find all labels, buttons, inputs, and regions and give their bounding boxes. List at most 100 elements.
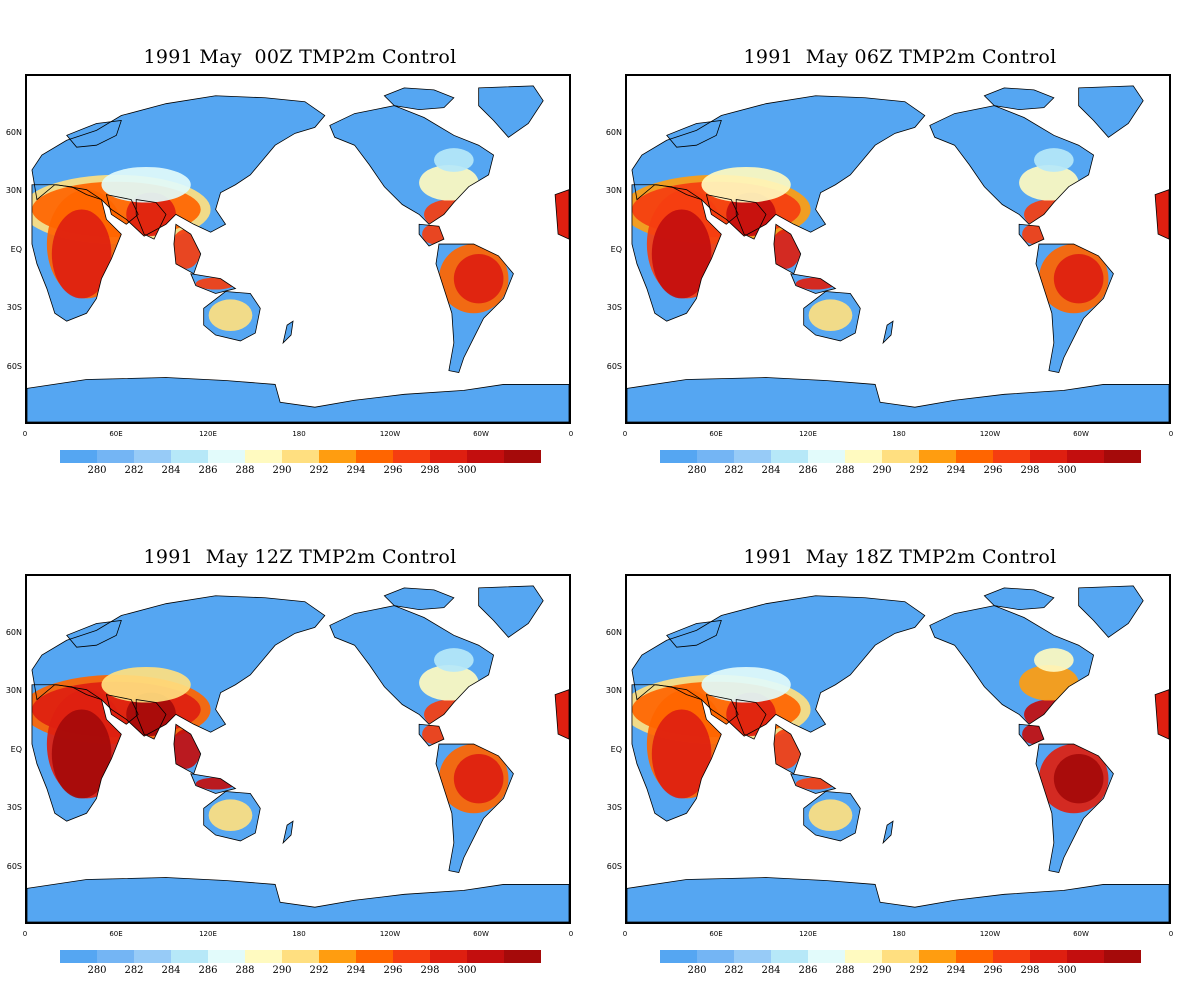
colorbar-swatch	[660, 950, 697, 963]
colorbar-swatch	[845, 450, 882, 463]
colorbar-level-label: 292	[309, 465, 329, 476]
colorbar-level-label: 280	[87, 965, 107, 976]
colorbar-swatch	[1067, 450, 1104, 463]
panel-title: 1991 May 18Z TMP2m Control	[743, 546, 1057, 568]
lon-tick-label: 60E	[709, 430, 723, 438]
temperature-map	[27, 85, 569, 422]
temperature-blob	[1024, 699, 1074, 730]
colorbar-level-label: 288	[235, 965, 255, 976]
colorbar-level-label: 296	[983, 465, 1003, 476]
land-arctic	[984, 87, 1054, 110]
colorbar-level-label: 290	[272, 965, 292, 976]
colorbar-level-label: 286	[198, 465, 218, 476]
colorbar-swatch	[393, 450, 430, 463]
temperature-blob	[453, 753, 504, 804]
lon-tick-label: 120E	[799, 930, 817, 938]
colorbar-level-label: 292	[909, 965, 929, 976]
colorbar-swatch	[97, 950, 134, 963]
map-frame	[25, 574, 571, 924]
colorbar-swatch	[993, 450, 1030, 463]
temperature-blob	[651, 709, 712, 799]
lat-tick-label: EQ	[610, 745, 622, 754]
lon-tick-label: 180	[892, 930, 906, 938]
colorbar-level-label: 300	[1057, 465, 1077, 476]
colorbar-swatch	[504, 950, 541, 963]
temperature-blob	[433, 648, 474, 672]
colorbar-swatch	[430, 450, 467, 463]
land-africa-wrap	[554, 189, 569, 240]
colorbar-swatch	[993, 950, 1030, 963]
lon-tick-label: 0	[622, 430, 628, 438]
temperature-blob	[1024, 199, 1074, 230]
colorbar-level-label: 290	[272, 465, 292, 476]
temperature-blob	[701, 666, 791, 703]
colorbar-level-label: 294	[346, 465, 366, 476]
map-frame	[625, 574, 1171, 924]
temperature-blob	[208, 299, 253, 332]
land-greenland	[478, 585, 544, 638]
colorbar-swatch	[60, 950, 97, 963]
land-greenland	[1078, 585, 1144, 638]
land-arctic	[384, 87, 454, 110]
temperature-blob	[424, 699, 474, 730]
colorbar-swatch	[245, 450, 282, 463]
colorbar-swatch	[319, 950, 356, 963]
colorbar-level-label: 282	[124, 965, 144, 976]
lon-tick-label: 180	[292, 430, 306, 438]
land-arctic	[384, 587, 454, 610]
lat-tick-label: 60S	[6, 862, 22, 871]
warm-anomalies	[631, 648, 1109, 832]
colorbar-level-label: 280	[687, 965, 707, 976]
colorbar-swatch	[430, 950, 467, 963]
colorbar-swatch	[1030, 450, 1067, 463]
lon-tick-label: 60E	[109, 930, 123, 938]
map-panel-06z: 1991 May 06Z TMP2m Control 60N 30N EQ 30S 60S…	[600, 0, 1200, 500]
colorbar-swatch	[1067, 950, 1104, 963]
colorbar	[660, 950, 1141, 963]
colorbar-level-label: 298	[1020, 965, 1040, 976]
colorbar-level-label: 286	[798, 965, 818, 976]
temperature-blob	[453, 253, 504, 304]
colorbar-swatch	[734, 950, 771, 963]
panel-title: 1991 May 00Z TMP2m Control	[143, 46, 457, 68]
lon-tick-label: 120W	[979, 430, 1001, 438]
temperature-blob	[651, 209, 712, 299]
temperature-blob	[424, 199, 474, 230]
map-panel-00z: 1991 May 00Z TMP2m Control 60N 30N EQ 30S 60S…	[0, 0, 600, 500]
lon-tick-label: 120E	[199, 430, 217, 438]
colorbar-swatch	[356, 450, 393, 463]
land-europeN	[66, 120, 122, 148]
colorbar-swatch	[319, 450, 356, 463]
lon-tick-label: 120E	[199, 930, 217, 938]
lat-tick-label: 30N	[5, 686, 22, 695]
colorbar-swatch	[771, 450, 808, 463]
lat-tick-label: 30S	[6, 803, 22, 812]
lon-tick-label: 120W	[379, 930, 401, 938]
colorbar-swatch	[919, 450, 956, 463]
colorbar-swatch	[171, 450, 208, 463]
colorbar-swatch	[467, 950, 504, 963]
colorbar-level-label: 298	[1020, 465, 1040, 476]
lat-tick-label: 60N	[5, 628, 22, 637]
temperature-blob	[701, 166, 791, 203]
colorbar-swatch	[734, 450, 771, 463]
temperature-blob	[1033, 148, 1074, 172]
lon-tick-label: 120W	[979, 930, 1001, 938]
temperature-blob	[51, 209, 112, 299]
colorbar-level-label: 284	[761, 965, 781, 976]
lon-tick-label: 0	[568, 930, 574, 938]
map-panel-18z: 1991 May 18Z TMP2m Control 60N 30N EQ 30S 60S…	[600, 500, 1200, 1000]
coastlines	[627, 585, 1169, 922]
colorbar-swatch	[282, 950, 319, 963]
coastlines	[627, 85, 1169, 422]
lat-tick-label: 30N	[605, 186, 622, 195]
land-antarctica	[627, 877, 1169, 922]
lon-tick-label: 0	[22, 430, 28, 438]
colorbar-level-label: 280	[87, 465, 107, 476]
colorbar-swatch	[808, 450, 845, 463]
colorbar-level-label: 292	[909, 465, 929, 476]
colorbar-swatch	[134, 950, 171, 963]
lon-tick-label: 0	[1168, 930, 1174, 938]
lat-tick-label: EQ	[10, 245, 22, 254]
temperature-blob	[808, 799, 853, 832]
